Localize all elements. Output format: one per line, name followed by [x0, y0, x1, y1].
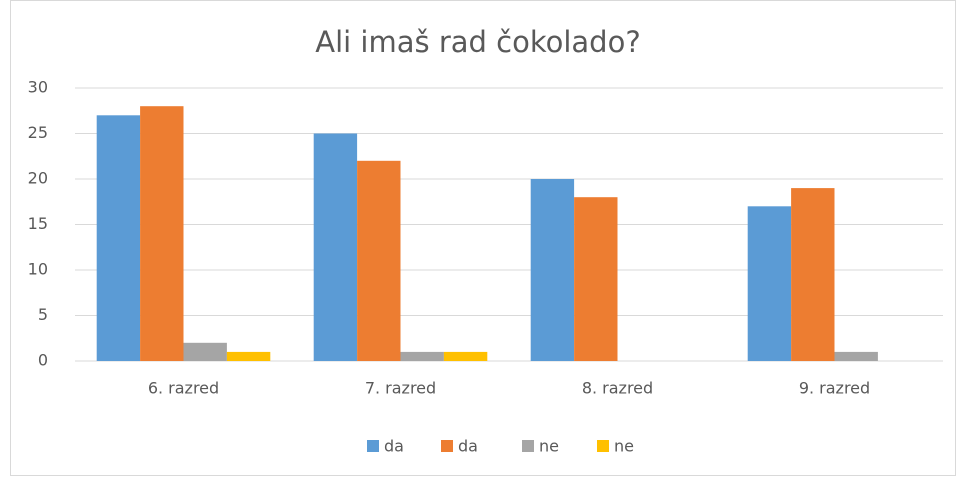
legend-swatch: [367, 440, 379, 452]
y-tick-label: 0: [38, 351, 48, 370]
bar: [183, 342, 227, 361]
legend-label: ne: [539, 437, 559, 456]
chart-title: Ali imaš rad čokolado?: [315, 25, 640, 59]
y-tick-label: 25: [28, 123, 48, 142]
bar: [834, 351, 878, 361]
legend-label: da: [458, 437, 478, 456]
bar: [574, 197, 618, 361]
x-tick-label: 6. razred: [148, 379, 219, 398]
y-tick-label: 30: [28, 78, 48, 97]
bar: [400, 351, 444, 361]
bar: [140, 106, 184, 361]
x-tick-label: 8. razred: [582, 379, 653, 398]
x-tick-label: 9. razred: [799, 379, 870, 398]
bar: [226, 351, 271, 361]
bar: [747, 206, 792, 361]
legend-label: da: [384, 437, 404, 456]
legend-swatch: [522, 440, 534, 452]
y-tick-label: 20: [28, 169, 48, 188]
bar: [791, 188, 835, 361]
x-tick-label: 7. razred: [365, 379, 436, 398]
y-tick-label: 5: [38, 305, 48, 324]
bar: [530, 179, 575, 361]
legend-label: ne: [614, 437, 634, 456]
y-tick-label: 10: [28, 260, 48, 279]
y-tick-label: 15: [28, 214, 48, 233]
bar: [313, 133, 358, 361]
legend-swatch: [597, 440, 609, 452]
bar: [443, 351, 488, 361]
bar: [96, 115, 141, 361]
bar: [357, 160, 401, 361]
legend-swatch: [441, 440, 453, 452]
